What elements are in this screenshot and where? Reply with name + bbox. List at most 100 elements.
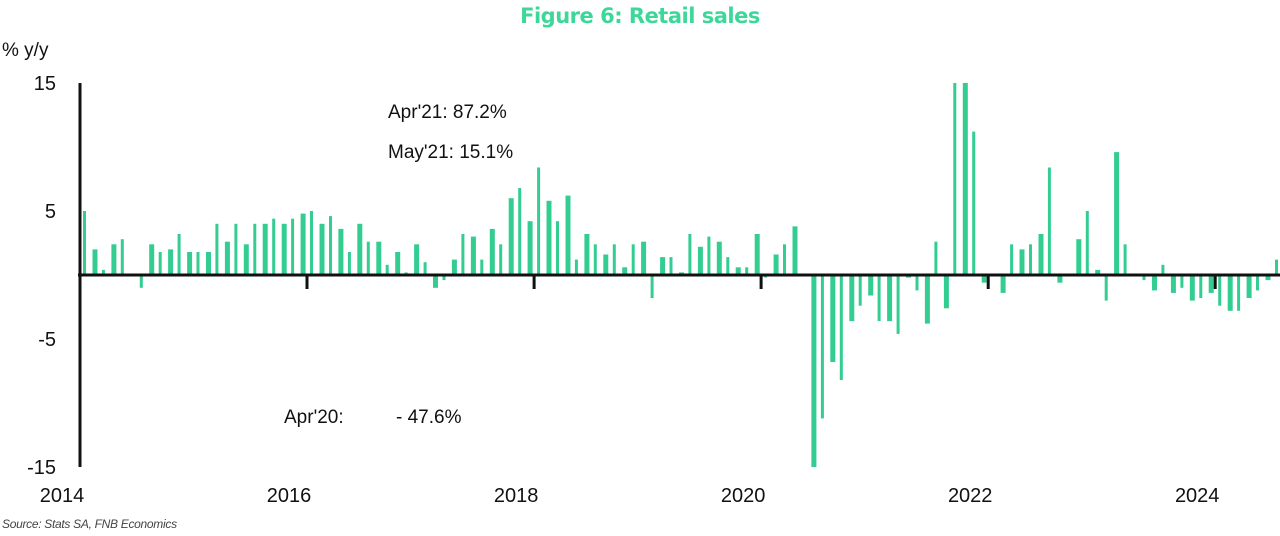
bar: [158, 252, 162, 275]
bar: [376, 241, 382, 275]
bar: [887, 275, 893, 322]
bar: [395, 252, 401, 275]
bar: [489, 228, 495, 275]
bar: [1199, 275, 1203, 298]
bar: [1047, 167, 1051, 275]
bar: [1000, 275, 1006, 293]
bar: [745, 267, 749, 275]
bar: [1189, 275, 1195, 301]
annotation-apr20-label: Apr'20:: [284, 407, 344, 428]
bar: [168, 249, 174, 275]
bar: [461, 234, 465, 275]
bar: [1057, 275, 1063, 283]
bar: [707, 236, 711, 275]
bar: [1246, 275, 1252, 298]
bar: [924, 275, 930, 324]
bar: [187, 252, 193, 275]
bar: [849, 275, 855, 322]
y-tick-label: -5: [38, 329, 56, 351]
bar: [206, 252, 211, 275]
bar: [291, 218, 295, 275]
bar: [612, 244, 616, 275]
bar: [480, 259, 484, 275]
bar: [518, 188, 522, 275]
bar: [1218, 275, 1222, 306]
bar: [243, 244, 249, 275]
bar: [546, 200, 552, 275]
bar: [697, 246, 703, 275]
bar: [347, 252, 351, 275]
bar: [660, 257, 666, 275]
bar: [149, 244, 155, 275]
bar: [1095, 269, 1101, 275]
bar: [669, 257, 673, 275]
bar: [811, 275, 817, 467]
bar: [953, 83, 957, 275]
bar: [366, 241, 370, 275]
bar: [196, 252, 200, 275]
bar: [1227, 275, 1233, 311]
x-tick-marks: [305, 275, 1217, 289]
bar: [139, 275, 143, 288]
bar: [253, 223, 257, 275]
bar: [726, 257, 730, 275]
bar: [556, 221, 559, 275]
bar: [101, 269, 105, 275]
annotation-may21: May'21: 15.1%: [388, 142, 513, 163]
y-tick-label: 5: [45, 201, 56, 223]
bar: [442, 275, 446, 281]
x-tick-label: 2014: [40, 485, 85, 507]
x-tick-label: 2018: [494, 485, 539, 507]
bar: [1256, 275, 1259, 291]
x-tick-label: 2024: [1175, 485, 1220, 507]
annotation-apr20-value: - 47.6%: [396, 407, 462, 428]
bar: [272, 218, 276, 275]
bar: [499, 244, 503, 275]
bar: [735, 267, 741, 275]
bar: [877, 275, 881, 322]
bar: [1170, 275, 1176, 293]
bar: [839, 275, 843, 380]
bar: [603, 254, 609, 275]
bar: [177, 234, 181, 275]
bar: [1085, 211, 1089, 275]
bar: [1123, 244, 1127, 275]
annotation-apr21: Apr'21: 87.2%: [388, 102, 507, 123]
bar: [92, 249, 98, 275]
bar: [820, 275, 824, 419]
bar: [858, 275, 862, 306]
bar: [641, 241, 647, 275]
bar: [215, 223, 219, 275]
bar: [1237, 275, 1241, 311]
y-tick-label: -15: [27, 457, 56, 479]
bar: [650, 275, 654, 298]
bar: [281, 223, 287, 275]
bar: [234, 223, 238, 275]
bar: [1010, 244, 1014, 275]
bar: [385, 264, 389, 275]
x-tick-labels: 2014 2016 2018 2020 2022 2024: [40, 485, 1220, 507]
bar: [1180, 275, 1184, 288]
bar: [224, 241, 230, 275]
bar: [470, 236, 476, 275]
bar: [830, 275, 836, 362]
bar: [338, 228, 344, 275]
x-tick-label: 2022: [948, 485, 993, 507]
bar: [792, 226, 798, 275]
bar: [1019, 249, 1025, 275]
bar: [622, 267, 628, 275]
bar: [508, 198, 514, 275]
bar: [262, 223, 268, 275]
bar: [329, 216, 332, 275]
x-tick-label: 2020: [721, 485, 766, 507]
bar: [631, 244, 635, 275]
bar: [1275, 259, 1278, 275]
bar: [1208, 275, 1214, 293]
chart-title: Figure 6: Retail sales: [520, 4, 760, 28]
bar: [574, 259, 578, 275]
bar: [451, 259, 457, 275]
bar: [423, 262, 427, 275]
bar: [943, 275, 949, 309]
bar: [1029, 244, 1032, 275]
